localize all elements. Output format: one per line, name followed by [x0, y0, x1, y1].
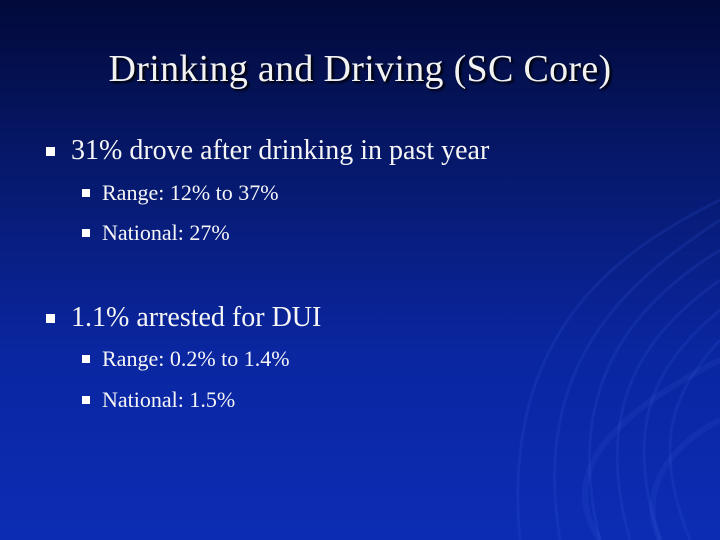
bullet-arrested-dui: 1.1% arrested for DUI [46, 300, 321, 336]
sub-bullet-national: National: 27% [82, 219, 230, 247]
sub-bullet-range: Range: 0.2% to 1.4% [82, 345, 290, 373]
sub-bullet-text: National: 27% [102, 220, 230, 245]
sub-bullet-national: National: 1.5% [82, 386, 235, 414]
square-bullet-icon [82, 229, 90, 237]
square-bullet-icon [82, 396, 90, 404]
sub-bullet-text: Range: 0.2% to 1.4% [102, 346, 290, 371]
square-bullet-icon [46, 146, 55, 156]
sub-bullet-text: National: 1.5% [102, 387, 236, 412]
sub-bullet-range: Range: 12% to 37% [82, 179, 279, 207]
bullet-text: 31% drove after drinking in past year [71, 135, 490, 166]
sub-bullet-text: Range: 12% to 37% [102, 180, 279, 205]
square-bullet-icon [82, 355, 90, 363]
square-bullet-icon [82, 189, 90, 197]
bullet-text: 1.1% arrested for DUI [71, 302, 322, 333]
square-bullet-icon [46, 313, 55, 323]
bullet-drove-after-drinking: 31% drove after drinking in past year [46, 133, 489, 169]
slide-title: Drinking and Driving (SC Core) [108, 48, 612, 90]
